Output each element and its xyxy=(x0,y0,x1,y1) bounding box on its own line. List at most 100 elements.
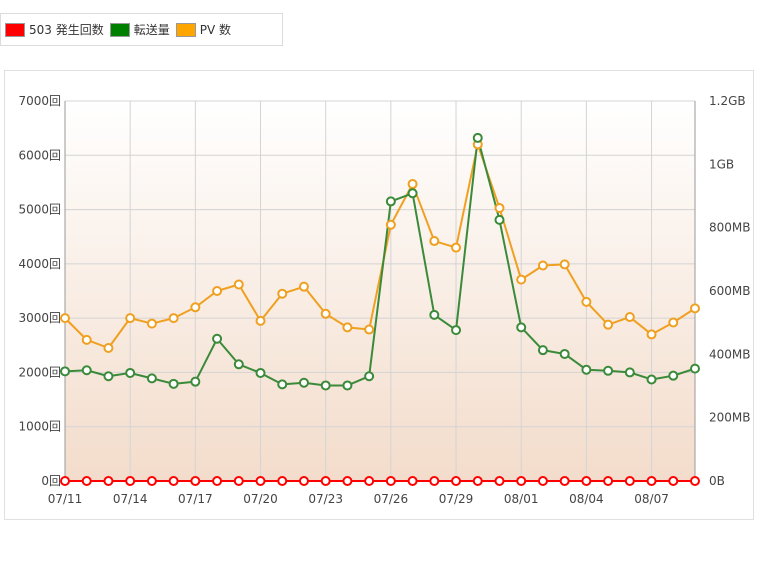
right-tick-label: 1GB xyxy=(709,157,734,171)
data-point-1 xyxy=(668,370,679,381)
data-point-0 xyxy=(233,279,244,290)
data-point-2 xyxy=(537,476,548,486)
data-point-0 xyxy=(690,303,700,314)
left-tick-label: 2000回 xyxy=(18,365,61,379)
data-point-2 xyxy=(212,476,223,486)
data-point-2 xyxy=(255,476,266,486)
right-tick-label: 0B xyxy=(709,474,725,488)
line-chart: 0回 1000回 2000回 3000回 4000回 5000回 6000回 7000回 0B 2… xyxy=(18,94,750,506)
data-point-2 xyxy=(81,476,92,486)
data-point-2 xyxy=(581,476,592,486)
left-tick-label: 3000回 xyxy=(18,311,61,325)
x-tick-label: 08/07 xyxy=(634,492,669,506)
legend-label-pv: PV 数 xyxy=(199,23,232,37)
data-point-1 xyxy=(103,371,114,382)
right-tick-label: 1.2GB xyxy=(709,94,746,108)
data-point-2 xyxy=(60,476,70,486)
data-point-2 xyxy=(146,476,157,486)
data-point-0 xyxy=(385,219,396,230)
data-point-0 xyxy=(646,329,657,340)
data-point-2 xyxy=(451,476,462,486)
data-point-1 xyxy=(472,132,483,143)
data-point-0 xyxy=(190,302,201,313)
data-point-2 xyxy=(624,476,635,486)
chart-frame: 0回 1000回 2000回 3000回 4000回 5000回 6000回 7000回 0B 2… xyxy=(4,70,754,520)
left-tick-label: 4000回 xyxy=(18,257,61,271)
data-point-0 xyxy=(146,318,157,329)
data-point-1 xyxy=(277,379,288,390)
data-point-2 xyxy=(429,476,440,486)
data-point-0 xyxy=(407,179,418,190)
left-tick-label: 7000回 xyxy=(18,94,61,108)
x-tick-label: 07/23 xyxy=(308,492,343,506)
data-point-2 xyxy=(559,476,570,486)
data-point-0 xyxy=(277,288,288,299)
legend-item-transfer[interactable]: 転送量 xyxy=(109,21,170,38)
data-point-0 xyxy=(103,343,114,353)
data-point-0 xyxy=(494,202,505,213)
legend-swatch-transfer xyxy=(109,22,130,37)
data-point-1 xyxy=(81,365,92,376)
legend-swatch-503 xyxy=(5,22,25,37)
axes: 0回 1000回 2000回 3000回 4000回 5000回 6000回 7000回 0B 2… xyxy=(18,94,750,506)
data-point-1 xyxy=(60,366,70,377)
data-point-2 xyxy=(364,476,375,486)
data-point-0 xyxy=(537,260,548,271)
right-tick-label: 200MB xyxy=(709,411,751,425)
left-tick-label: 1000回 xyxy=(18,420,61,434)
data-point-1 xyxy=(125,367,136,378)
data-point-2 xyxy=(646,476,657,486)
data-point-2 xyxy=(407,476,418,486)
legend-label-transfer: 転送量 xyxy=(133,23,170,37)
legend-item-503[interactable]: 503 発生回数 xyxy=(5,21,104,38)
data-point-1 xyxy=(255,367,266,378)
data-point-0 xyxy=(581,296,592,307)
data-point-0 xyxy=(429,236,440,247)
data-point-0 xyxy=(559,259,570,270)
legend-swatch-pv xyxy=(175,22,196,37)
data-point-1 xyxy=(385,196,396,207)
right-tick-label: 400MB xyxy=(709,347,751,361)
data-point-2 xyxy=(233,476,244,486)
legend-label-503: 503 発生回数 xyxy=(29,23,104,37)
x-tick-label: 08/01 xyxy=(504,492,539,506)
legend-item-pv[interactable]: PV 数 xyxy=(175,21,232,38)
left-tick-label: 0回 xyxy=(41,474,61,488)
data-point-2 xyxy=(494,476,505,486)
data-point-2 xyxy=(603,476,614,486)
data-point-0 xyxy=(255,315,266,326)
data-point-1 xyxy=(646,374,657,385)
data-point-2 xyxy=(277,476,288,486)
data-point-1 xyxy=(494,214,505,225)
data-point-0 xyxy=(364,324,375,335)
data-point-2 xyxy=(516,476,527,486)
data-point-0 xyxy=(668,317,679,328)
data-point-1 xyxy=(603,365,614,376)
data-point-0 xyxy=(320,308,331,319)
x-tick-label: 07/11 xyxy=(48,492,83,506)
data-point-0 xyxy=(125,313,136,324)
data-point-0 xyxy=(342,322,353,333)
data-point-1 xyxy=(212,333,223,344)
x-tick-label: 08/04 xyxy=(569,492,604,506)
data-point-2 xyxy=(320,476,331,486)
data-point-0 xyxy=(212,286,223,296)
data-point-2 xyxy=(190,476,201,486)
data-point-1 xyxy=(168,378,179,389)
data-point-2 xyxy=(298,476,309,486)
data-point-2 xyxy=(668,476,679,486)
x-tick-label: 07/29 xyxy=(439,492,474,506)
data-point-0 xyxy=(81,334,92,345)
data-point-0 xyxy=(451,242,462,253)
data-point-1 xyxy=(233,359,244,370)
x-tick-label: 07/20 xyxy=(243,492,278,506)
data-point-1 xyxy=(429,309,440,320)
right-tick-label: 600MB xyxy=(709,284,751,298)
data-point-0 xyxy=(624,312,635,323)
x-tick-label: 07/26 xyxy=(374,492,409,506)
x-tick-label: 07/17 xyxy=(178,492,213,506)
chart-legend: 503 発生回数 転送量 PV 数 xyxy=(0,13,283,46)
data-point-1 xyxy=(407,188,418,199)
data-point-1 xyxy=(516,322,527,333)
data-point-1 xyxy=(320,380,331,391)
